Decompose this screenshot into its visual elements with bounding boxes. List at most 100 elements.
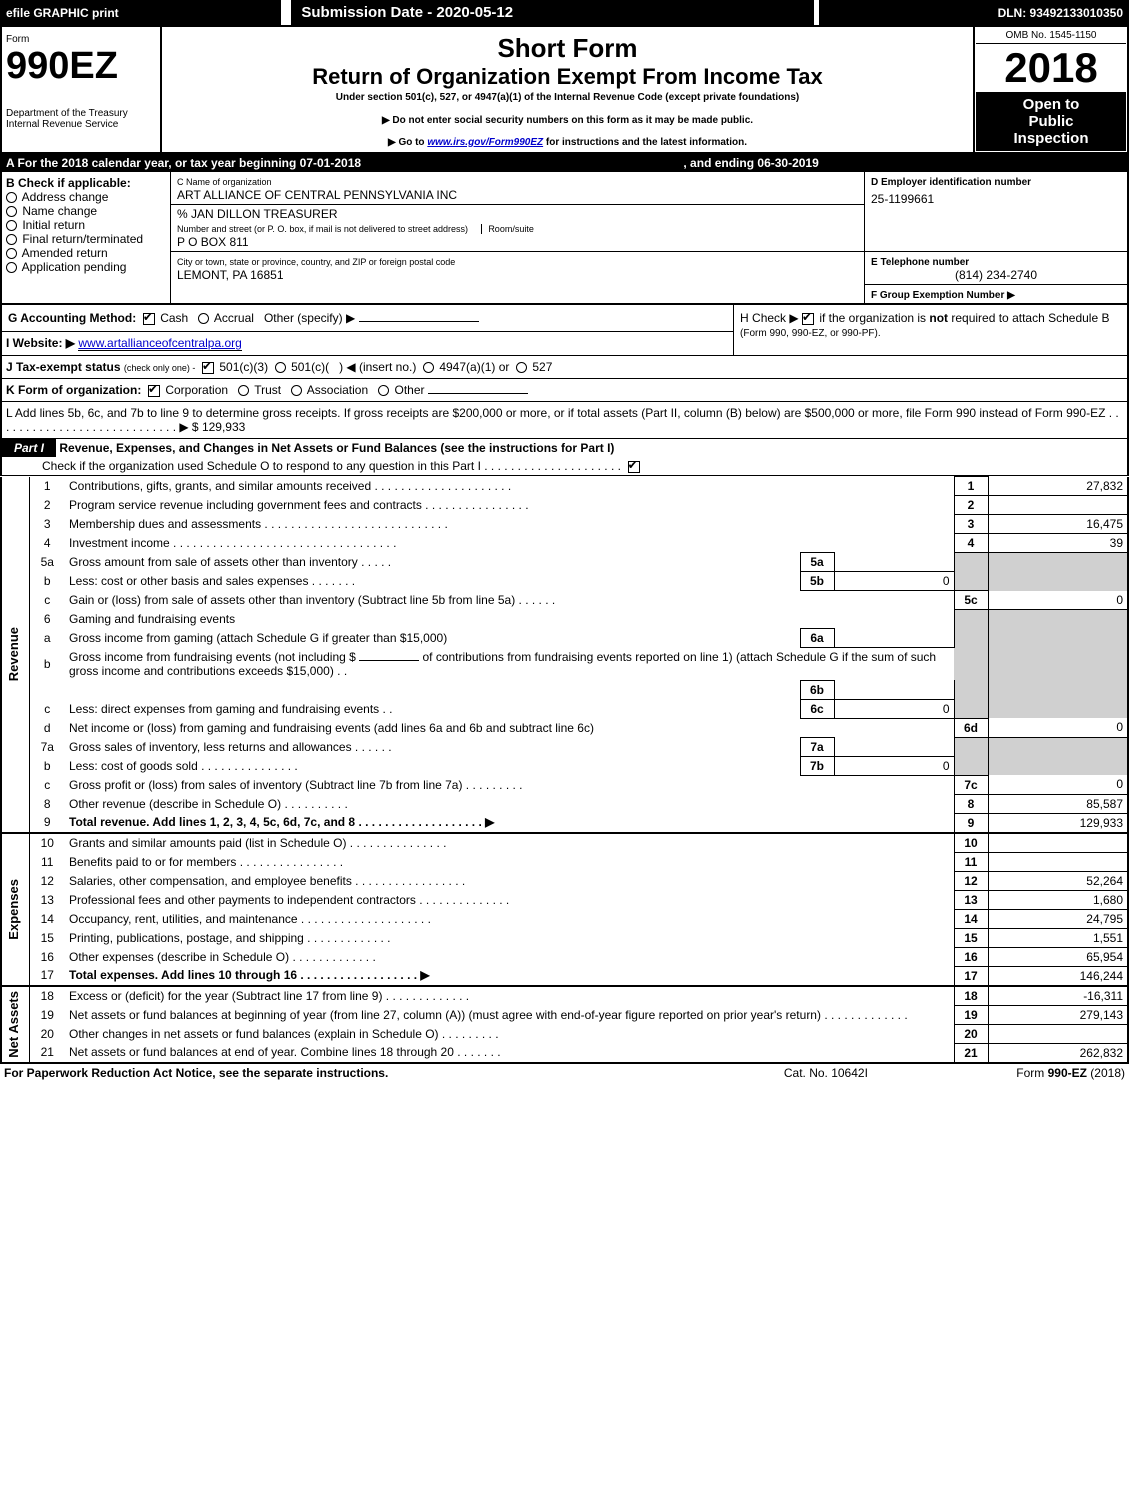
address-change-radio[interactable] (6, 192, 17, 203)
other-org-radio[interactable] (378, 385, 389, 396)
line-18-amt: -16,311 (988, 986, 1128, 1006)
trust-radio[interactable] (238, 385, 249, 396)
schedule-o-checkbox[interactable] (628, 461, 640, 473)
website-link[interactable]: www.artallianceofcentralpa.org (78, 336, 241, 351)
line-16-amt: 65,954 (988, 947, 1128, 966)
line-14-num: 14 (29, 909, 65, 928)
line-16-box: 16 (954, 947, 988, 966)
line-2-desc: Program service revenue including govern… (65, 496, 954, 515)
line-1-desc: Contributions, gifts, grants, and simila… (65, 477, 954, 496)
trust-label: Trust (254, 383, 281, 397)
subtitle: Under section 501(c), 527, or 4947(a)(1)… (166, 92, 969, 103)
shaded-6a (954, 610, 988, 629)
cash-checkbox[interactable] (143, 313, 155, 325)
assoc-radio[interactable] (291, 385, 302, 396)
line-9-num: 9 (29, 813, 65, 833)
page-footer: For Paperwork Reduction Act Notice, see … (0, 1064, 1129, 1082)
line-19-amt: 279,143 (988, 1005, 1128, 1024)
line-13-desc: Professional fees and other payments to … (65, 890, 954, 909)
amended-return-radio[interactable] (6, 248, 17, 259)
lineK-label: K Form of organization: (6, 383, 141, 397)
line-16-desc: Other expenses (describe in Schedule O) … (65, 947, 954, 966)
assoc-label: Association (307, 383, 368, 397)
cash-label: Cash (160, 311, 188, 325)
shaded-5 (954, 553, 988, 591)
open-to-public: Open toPublicInspection (976, 92, 1126, 151)
application-pending-label: Application pending (22, 260, 127, 274)
line-5a-desc: Gross amount from sale of assets other t… (65, 553, 800, 572)
line-10-num: 10 (29, 833, 65, 853)
line-8-desc: Other revenue (describe in Schedule O) .… (65, 794, 954, 813)
revenue-section-label: Revenue (6, 627, 21, 681)
lineH-text: if the organization is not required to a… (819, 311, 1109, 325)
line-6b-num: b (29, 647, 65, 680)
submission-date: Submission Date - 2020-05-12 (291, 0, 814, 25)
lines-g-to-l: G Accounting Method: Cash Accrual Other … (0, 305, 1129, 439)
line-18-box: 18 (954, 986, 988, 1006)
line-21-box: 21 (954, 1043, 988, 1063)
line-17-amt: 146,244 (988, 966, 1128, 986)
line-6-num: 6 (29, 610, 65, 629)
lineH-sub: (Form 990, 990-EZ, or 990-PF). (740, 328, 881, 339)
final-return-radio[interactable] (6, 234, 17, 245)
room-label: Room/suite (481, 224, 534, 234)
footer-right-form: 990-EZ (1048, 1066, 1087, 1080)
footer-center: Cat. No. 10642I (744, 1064, 907, 1082)
line-12-desc: Salaries, other compensation, and employ… (65, 871, 954, 890)
501c3-checkbox[interactable] (202, 362, 214, 374)
line-15-desc: Printing, publications, postage, and shi… (65, 928, 954, 947)
line-7a-amt (834, 737, 954, 756)
501c-radio[interactable] (275, 362, 286, 373)
line-9-box: 9 (954, 813, 988, 833)
boxC-label: C Name of organization (177, 177, 272, 187)
line-7b-desc: Less: cost of goods sold . . . . . . . .… (65, 756, 800, 775)
line-20-num: 20 (29, 1024, 65, 1043)
line-2-box: 2 (954, 496, 988, 515)
accrual-radio[interactable] (198, 313, 209, 324)
line-6a-desc: Gross income from gaming (attach Schedul… (65, 628, 800, 647)
527-radio[interactable] (516, 362, 527, 373)
other-specify-input[interactable] (359, 321, 479, 322)
efile-print[interactable]: efile GRAPHIC print (0, 0, 281, 25)
line-11-box: 11 (954, 852, 988, 871)
line-5b-desc: Less: cost or other basis and sales expe… (65, 572, 800, 591)
name-change-label: Name change (22, 204, 97, 218)
lineH-label: H Check ▶ (740, 311, 799, 325)
line-17-num: 17 (29, 966, 65, 986)
other-org-input[interactable] (428, 393, 528, 394)
line-11-amt (988, 852, 1128, 871)
shaded-6c (954, 699, 988, 718)
lineH-checkbox[interactable] (802, 313, 814, 325)
goto-suffix: for instructions and the latest informat… (546, 137, 747, 148)
4947-radio[interactable] (423, 362, 434, 373)
boxE-label: E Telephone number (871, 257, 969, 268)
tax-period-row: A For the 2018 calendar year, or tax yea… (0, 154, 1129, 172)
line-6d-num: d (29, 718, 65, 737)
irs-link[interactable]: www.irs.gov/Form990EZ (427, 137, 543, 148)
line-3-box: 3 (954, 515, 988, 534)
line-1-box: 1 (954, 477, 988, 496)
line-12-num: 12 (29, 871, 65, 890)
line-6d-box: 6d (954, 718, 988, 737)
goto-prefix: ▶ Go to (388, 137, 427, 148)
part1-title: Revenue, Expenses, and Changes in Net As… (59, 441, 614, 455)
top-bar: efile GRAPHIC print Submission Date - 20… (0, 0, 1129, 25)
amended-return-label: Amended return (22, 246, 108, 260)
name-change-radio[interactable] (6, 206, 17, 217)
period-end: , and ending 06-30-2019 (683, 156, 818, 170)
line-21-amt: 262,832 (988, 1043, 1128, 1063)
line-8-num: 8 (29, 794, 65, 813)
application-pending-radio[interactable] (6, 262, 17, 273)
corp-checkbox[interactable] (148, 385, 160, 397)
care-of: % JAN DILLON TREASURER (177, 207, 337, 221)
line-6b-desc1: Gross income from fundraising events (no… (69, 650, 359, 664)
boxF-label: F Group Exemption Number ▶ (871, 290, 1015, 301)
netassets-section-label: Net Assets (6, 991, 21, 1058)
line-3-desc: Membership dues and assessments . . . . … (65, 515, 954, 534)
line-3-num: 3 (29, 515, 65, 534)
initial-return-radio[interactable] (6, 220, 17, 231)
initial-return-label: Initial return (22, 218, 85, 232)
line-6b-amount-input[interactable] (359, 660, 419, 661)
line-4-desc: Investment income . . . . . . . . . . . … (65, 534, 954, 553)
line-5c-box: 5c (954, 591, 988, 610)
